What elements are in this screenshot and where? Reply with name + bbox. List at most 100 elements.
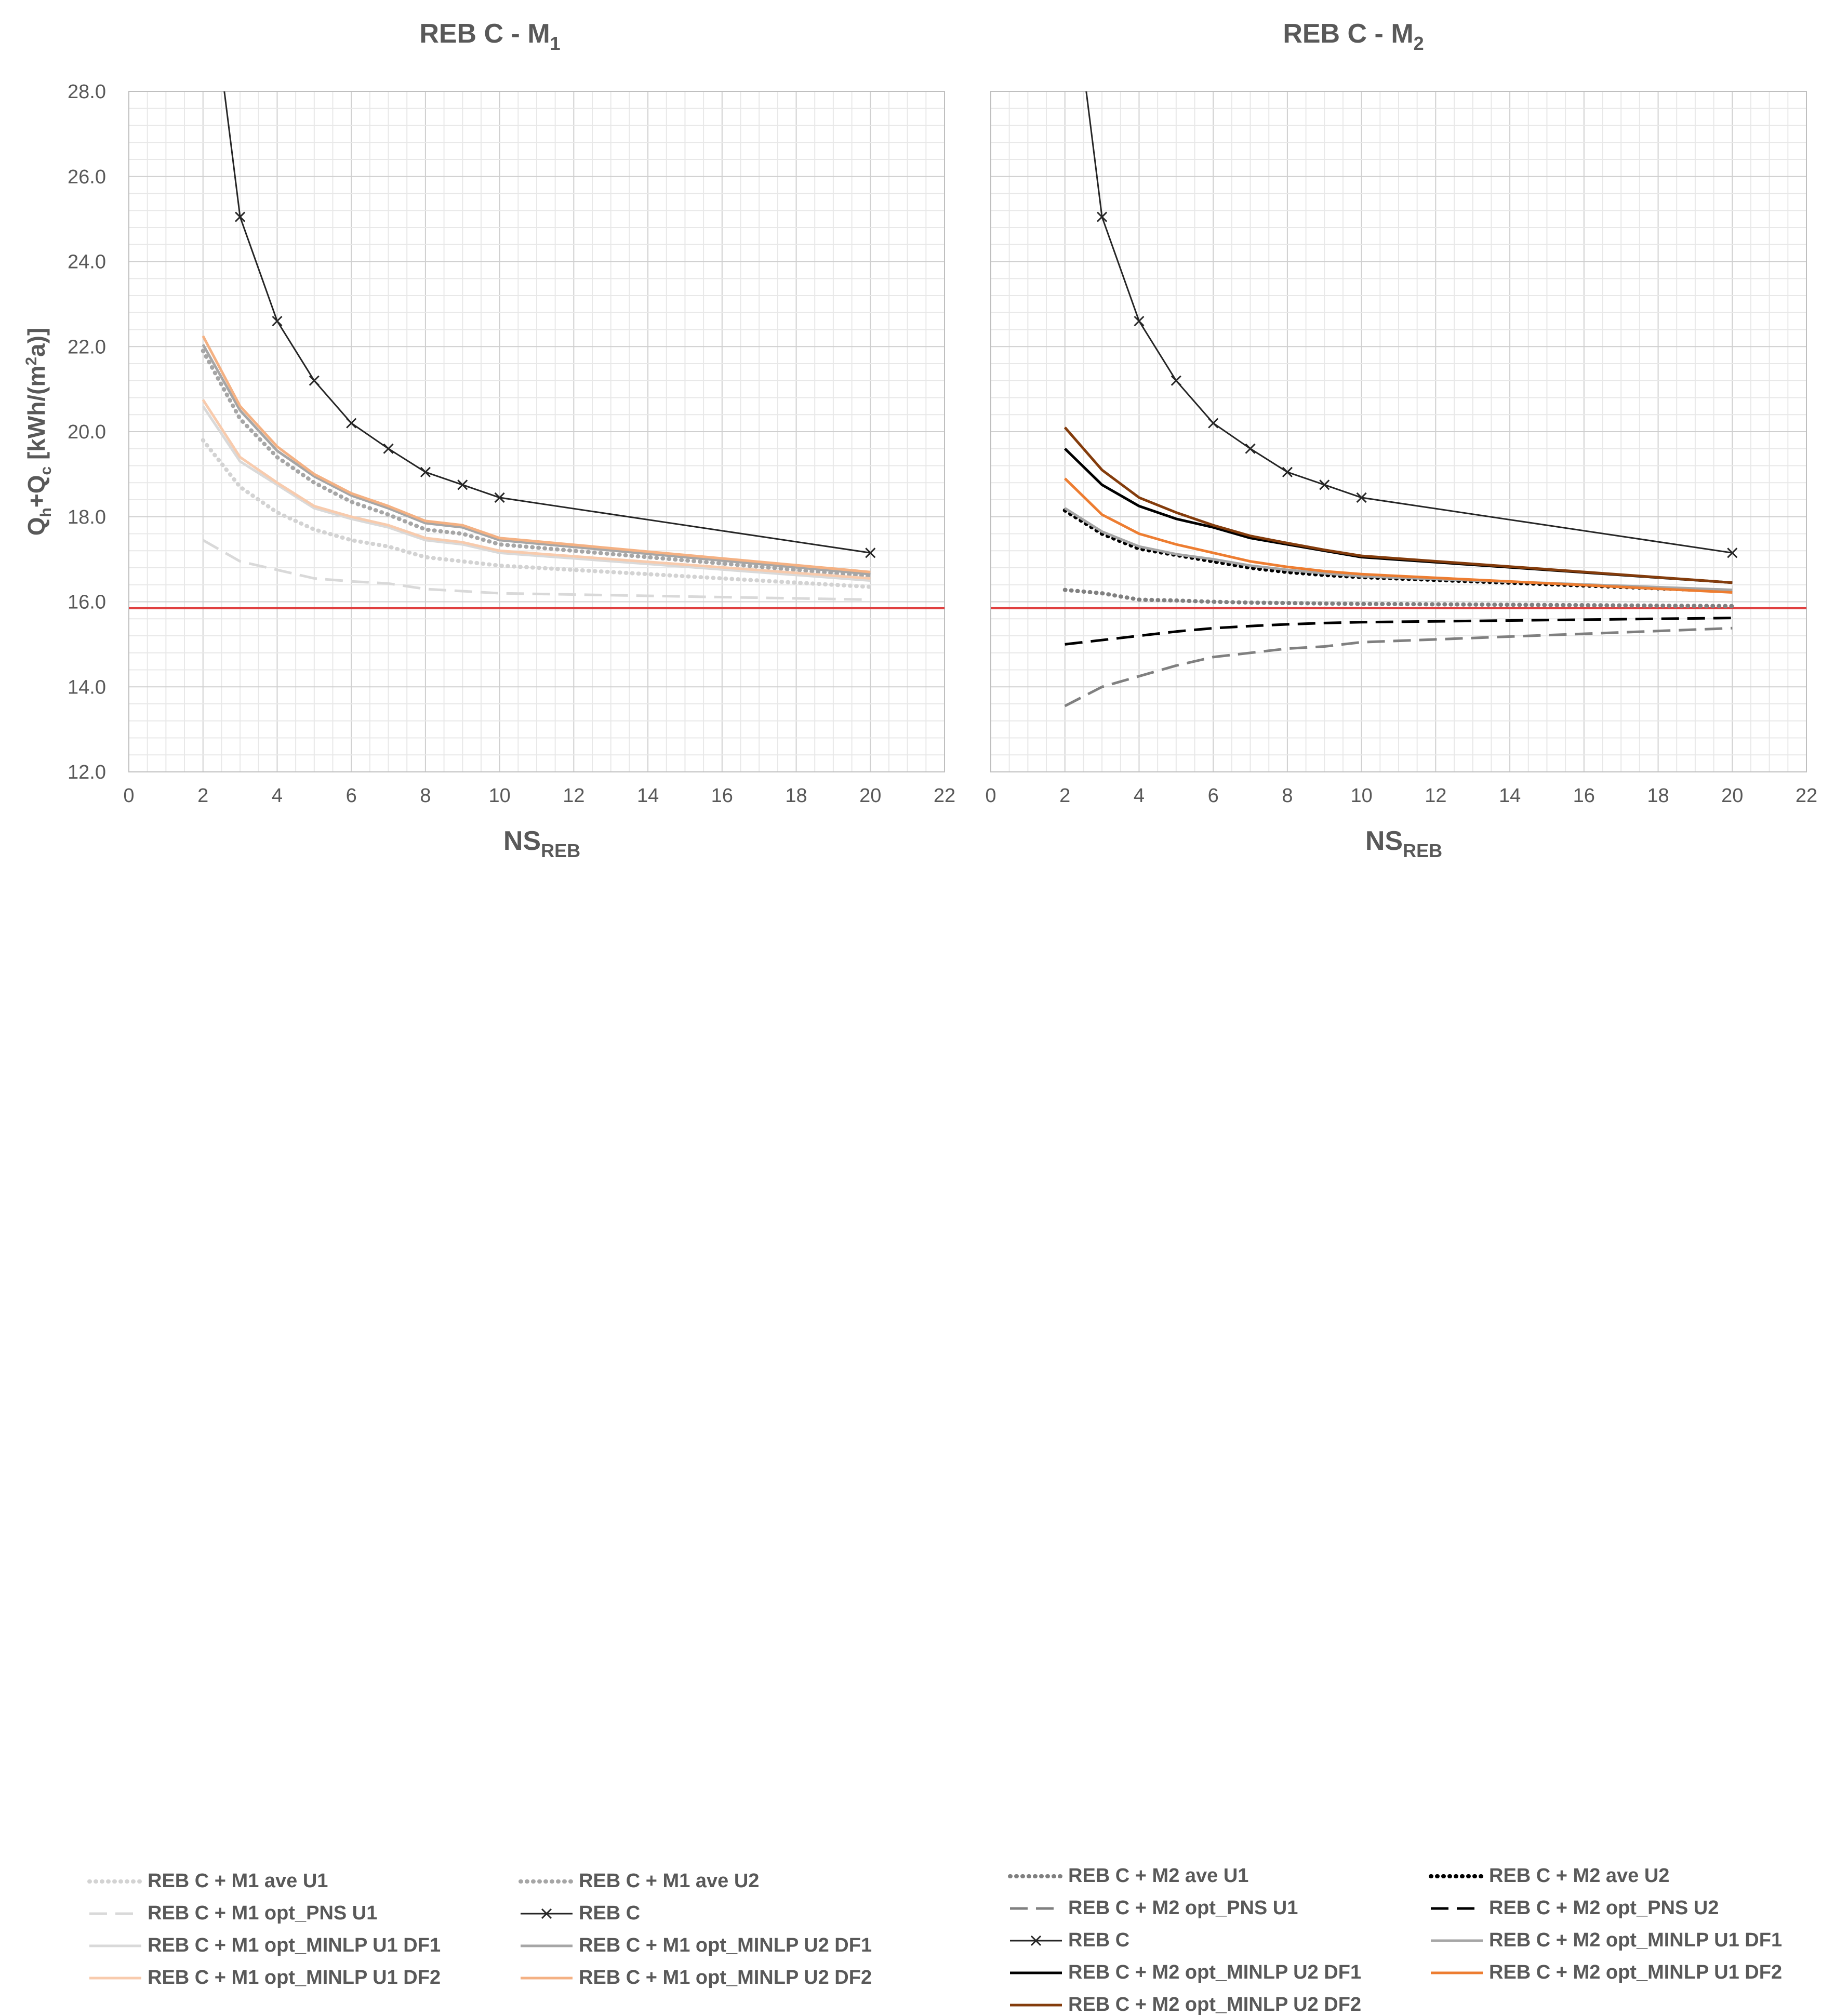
legend-label: REB C + M1 opt_MINLP U1 DF2 <box>148 1967 441 1988</box>
y-tick-label: 20.0 <box>68 421 106 443</box>
x-tick-label: 0 <box>985 785 996 807</box>
x-axis-label-sub: REB <box>1403 840 1442 861</box>
marker-stroke <box>1245 443 1256 454</box>
legend-label: REB C + M2 opt_MINLP U2 DF1 <box>1068 1961 1362 1983</box>
legend-swatch <box>1431 1907 1483 1910</box>
data-point-marker <box>1245 443 1256 454</box>
legend-swatch <box>1010 1907 1062 1910</box>
series-line <box>201 349 873 579</box>
legend-label: REB C + M1 ave U1 <box>148 1870 328 1892</box>
legend-label: REB C + M2 opt_MINLP U2 DF2 <box>1068 1994 1362 2015</box>
legend-swatch <box>518 1879 575 1884</box>
legend-swatch <box>89 1944 141 1947</box>
marker-stroke <box>1134 316 1145 327</box>
legend-item: REB C + M2 ave U2 <box>1429 1865 1669 1887</box>
data-point-marker <box>1097 211 1108 222</box>
data-point-marker <box>309 375 320 386</box>
x-tick-label: 14 <box>1499 785 1521 807</box>
y-tick-label: 12.0 <box>68 762 106 783</box>
data-point-marker <box>457 479 468 490</box>
data-point-marker <box>1727 548 1738 558</box>
legend-item: REB C + M1 opt_MINLP U2 DF2 <box>518 1967 872 1989</box>
legend-swatch <box>1431 1939 1483 1942</box>
marker-stroke <box>1282 466 1293 477</box>
x-tick-label: 4 <box>272 785 283 807</box>
y-tick-label: 16.0 <box>68 592 106 613</box>
series-line <box>1063 477 1733 594</box>
marker-stroke <box>383 443 394 454</box>
legend-item: REB C + M1 opt_MINLP U1 DF1 <box>87 1934 441 1957</box>
marker-stroke <box>235 211 246 222</box>
legend-swatch <box>521 1908 573 1919</box>
plot-m2: 0 2 4 6 8 10 12 14 16 18 20 22 REB C - M2 NSREB <box>985 19 1817 861</box>
legend-label: REB C + M1 opt_MINLP U2 DF1 <box>579 1934 872 1956</box>
y-tick-label: 24.0 <box>68 251 106 273</box>
marker-stroke <box>1208 418 1219 429</box>
x-tick-label: 22 <box>934 785 955 807</box>
legend-swatch <box>87 1879 143 1884</box>
series-line <box>1062 508 1735 593</box>
marker-stroke <box>272 316 283 327</box>
legend-item: REB C <box>518 1902 640 1925</box>
x-tick-label: 10 <box>1350 785 1372 807</box>
figure: 0 2 4 6 8 10 12 14 16 18 20 22 12.0 14.0 16.0 18.0 20.0 2… <box>23 19 1817 2015</box>
x-tick-label: 12 <box>563 785 584 807</box>
y-axis-label-part: a)] <box>23 328 50 357</box>
x-tick-label: 20 <box>859 785 881 807</box>
legend-item: REB C + M2 opt_MINLP U1 DF1 <box>1429 1929 1782 1952</box>
legend-label: REB C <box>1068 1929 1130 1951</box>
x-axis-label-sub: REB <box>541 840 580 861</box>
plot-frame <box>128 91 945 772</box>
legend-swatch <box>1431 1971 1483 1974</box>
legend-swatch <box>89 1912 141 1915</box>
data-point-marker <box>272 316 283 327</box>
legend-label: REB C + M2 opt_PNS U2 <box>1489 1897 1719 1919</box>
legend-item: REB C + M2 opt_PNS U2 <box>1429 1897 1719 1919</box>
legend-label: REB C + M2 opt_PNS U1 <box>1068 1897 1298 1919</box>
marker-stroke <box>1171 375 1181 386</box>
data-point-marker <box>235 211 246 222</box>
marker-stroke <box>865 548 876 558</box>
y-tick-label: 18.0 <box>68 506 106 528</box>
y-axis-label-part: h <box>37 508 55 517</box>
marker-stroke <box>1356 492 1367 503</box>
grid-m1 <box>128 91 945 772</box>
legend-label: REB C <box>579 1902 641 1924</box>
chart-title: REB C - M1 <box>419 19 560 54</box>
y-tick-label: 28.0 <box>68 81 106 103</box>
data-point-marker <box>1208 418 1219 429</box>
series-group <box>201 91 876 601</box>
marker-stroke <box>309 375 320 386</box>
series-line <box>202 539 871 601</box>
legend-swatch <box>1010 1935 1062 1946</box>
y-axis-label-part: c <box>37 466 55 475</box>
x-tick-label: 16 <box>711 785 733 807</box>
legend-item: REB C + M1 opt_PNS U1 <box>87 1902 377 1925</box>
series-line <box>1064 626 1733 707</box>
legend-label: REB C + M1 opt_MINLP U2 DF2 <box>579 1967 872 1988</box>
y-axis-label-part: [kWh/(m <box>23 366 50 466</box>
chart-svg: 0 2 4 6 8 10 12 14 16 18 20 2212.014.016.018.020.02… <box>23 19 1817 861</box>
legend-item: REB C + M2 opt_MINLP U1 DF2 <box>1429 1961 1782 1984</box>
y-tick-label: 26.0 <box>68 166 106 188</box>
series-line <box>1063 426 1733 584</box>
legend-item: REB C + M1 ave U1 <box>87 1870 328 1892</box>
x-tick-label: 14 <box>637 785 659 807</box>
x-tick-label: 12 <box>1425 785 1446 807</box>
y-tick-label: 14.0 <box>68 676 106 698</box>
data-point-marker <box>346 418 357 429</box>
y-tick-label: 22.0 <box>68 336 106 358</box>
legend-label: REB C + M1 ave U2 <box>579 1870 760 1892</box>
y-axis-label-part: Q <box>23 517 50 536</box>
y-axis-label-part: 2 <box>23 357 40 366</box>
legend-swatch <box>1010 2004 1062 2006</box>
legend-item: REB C <box>1008 1929 1129 1952</box>
series-line <box>223 91 871 554</box>
x-tick-label: 16 <box>1573 785 1595 807</box>
x-axis-label: NSREB <box>1365 826 1442 861</box>
x-tick-label: 4 <box>1134 785 1145 807</box>
x-tick-label: 2 <box>1059 785 1070 807</box>
data-point-marker <box>1356 492 1367 503</box>
x-axis-label: NSREB <box>503 826 580 861</box>
x-tick-label: 2 <box>197 785 208 807</box>
